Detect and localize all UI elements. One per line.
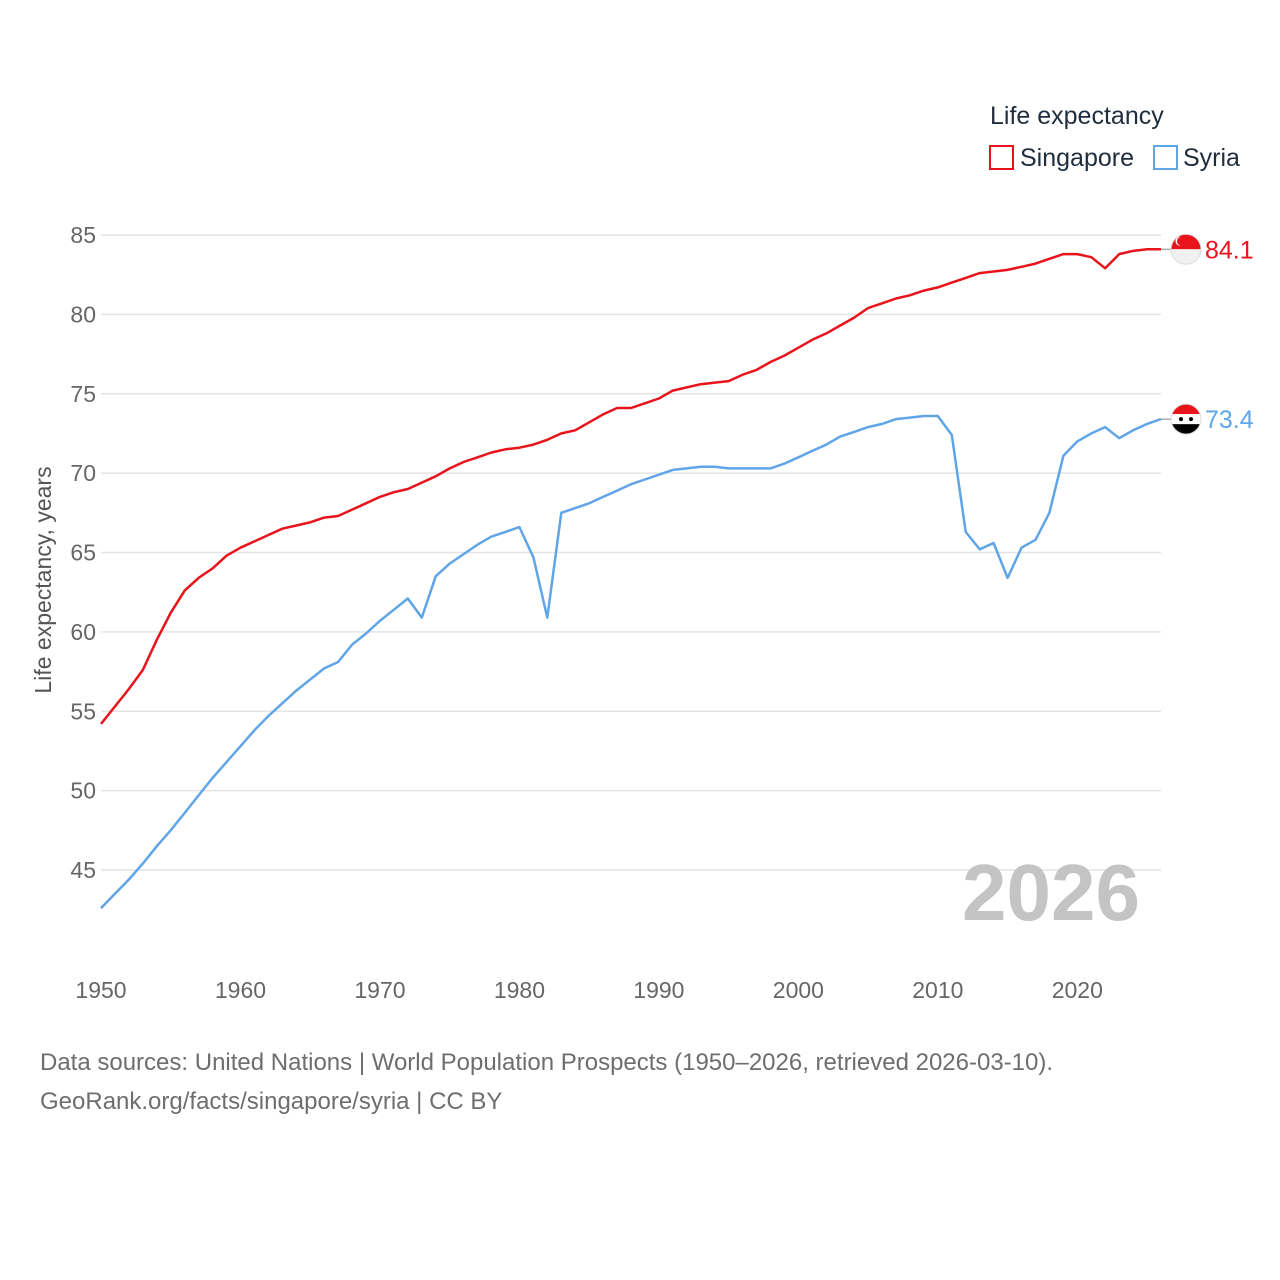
end-value-singapore: 84.1 bbox=[1205, 236, 1254, 264]
credit-link[interactable]: GeoRank.org/facts/singapore/syria | CC B… bbox=[40, 1088, 503, 1115]
life-expectancy-chart: 45 50 55 60 65 70 75 80 85 1950 1960 1970 1980 1990 2… bbox=[30, 102, 1254, 1003]
y-tick-75: 75 bbox=[70, 381, 96, 407]
footer: Data sources: United Nations | World Pop… bbox=[40, 1043, 1053, 1121]
end-value-syria: 73.4 bbox=[1205, 406, 1254, 434]
legend-item-syria[interactable]: Syria bbox=[1153, 144, 1240, 172]
legend-label-syria: Syria bbox=[1183, 144, 1240, 172]
y-tick-70: 70 bbox=[70, 460, 96, 486]
x-tick-2010: 2010 bbox=[912, 977, 963, 1003]
y-tick-60: 60 bbox=[70, 619, 96, 645]
x-tick-2020: 2020 bbox=[1052, 977, 1103, 1003]
y-tick-85: 85 bbox=[70, 222, 96, 248]
year-watermark: 2026 bbox=[962, 848, 1140, 937]
y-axis-ticks: 45 50 55 60 65 70 75 80 85 bbox=[70, 222, 96, 883]
series-lines bbox=[100, 248, 1162, 909]
gridlines bbox=[101, 234, 1161, 871]
series-line-syria[interactable] bbox=[100, 414, 1162, 909]
legend: Life expectancy Singapore Syria bbox=[989, 102, 1240, 172]
x-tick-1990: 1990 bbox=[633, 977, 684, 1003]
series-line-singapore[interactable] bbox=[100, 248, 1161, 725]
legend-title: Life expectancy bbox=[990, 102, 1164, 130]
y-tick-50: 50 bbox=[70, 778, 96, 804]
x-tick-2000: 2000 bbox=[773, 977, 824, 1003]
x-tick-1960: 1960 bbox=[215, 977, 266, 1003]
y-tick-55: 55 bbox=[70, 698, 96, 724]
x-tick-1970: 1970 bbox=[354, 977, 405, 1003]
y-tick-65: 65 bbox=[70, 540, 96, 566]
legend-swatch-syria bbox=[1153, 145, 1178, 170]
end-markers: 84.1 73.4 bbox=[1161, 233, 1254, 435]
legend-item-singapore[interactable]: Singapore bbox=[989, 144, 1134, 172]
x-tick-1950: 1950 bbox=[75, 977, 126, 1003]
y-tick-45: 45 bbox=[70, 857, 96, 883]
x-tick-1980: 1980 bbox=[494, 977, 545, 1003]
legend-label-singapore: Singapore bbox=[1020, 144, 1134, 172]
data-sources-text: Data sources: United Nations | World Pop… bbox=[40, 1049, 1054, 1076]
legend-swatch-singapore bbox=[989, 145, 1014, 170]
x-axis-ticks: 1950 1960 1970 1980 1990 2000 2010 2020 bbox=[75, 977, 1102, 1003]
y-tick-80: 80 bbox=[70, 301, 96, 327]
singapore-flag-icon bbox=[1171, 234, 1201, 265]
y-axis-title: Life expectancy, years bbox=[30, 466, 56, 693]
syria-flag-icon bbox=[1171, 404, 1201, 435]
